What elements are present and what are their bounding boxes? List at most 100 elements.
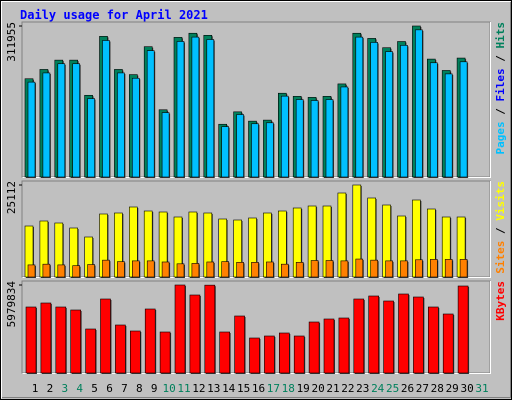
bar bbox=[42, 72, 51, 178]
bar bbox=[280, 95, 289, 178]
bar bbox=[117, 72, 125, 178]
bevel-dark bbox=[2, 2, 511, 398]
bar bbox=[174, 284, 186, 374]
bar bbox=[251, 123, 259, 178]
bar bbox=[370, 259, 379, 278]
bar bbox=[132, 260, 140, 278]
bar bbox=[234, 315, 245, 374]
side-label-part: Pages bbox=[494, 121, 507, 154]
bar bbox=[295, 262, 304, 278]
bar bbox=[85, 328, 96, 374]
bar bbox=[236, 262, 244, 278]
side-label-part: Hits bbox=[494, 22, 507, 49]
bar bbox=[191, 36, 200, 178]
side-label-part: / bbox=[494, 221, 507, 241]
x-tick-label: 7 bbox=[121, 382, 128, 395]
bar bbox=[325, 99, 334, 178]
bar bbox=[340, 86, 349, 178]
bar bbox=[130, 330, 141, 374]
bar bbox=[87, 98, 95, 178]
x-tick-label: 11 bbox=[177, 382, 190, 395]
x-tick-label: 18 bbox=[282, 382, 295, 395]
bar bbox=[400, 260, 408, 278]
bar bbox=[159, 331, 171, 374]
x-tick-label: 16 bbox=[252, 382, 265, 395]
x-tick-label: 22 bbox=[341, 382, 354, 395]
bar bbox=[338, 317, 350, 374]
bar bbox=[161, 261, 170, 278]
bar bbox=[442, 313, 454, 374]
bar bbox=[206, 261, 215, 278]
x-tick-label: 27 bbox=[416, 382, 429, 395]
bar bbox=[400, 45, 408, 178]
bar bbox=[191, 263, 200, 278]
bar bbox=[176, 41, 185, 178]
bar bbox=[370, 42, 379, 178]
bar bbox=[146, 260, 155, 278]
bar bbox=[427, 306, 439, 374]
bar bbox=[264, 335, 275, 374]
bar bbox=[115, 324, 126, 374]
side-label: KBytes bbox=[494, 281, 507, 321]
bar bbox=[429, 259, 438, 278]
x-tick-label: 29 bbox=[446, 382, 459, 395]
y-tick-label: 25112 bbox=[5, 181, 18, 214]
bar bbox=[55, 306, 67, 374]
bar bbox=[325, 260, 334, 278]
x-tick-label: 6 bbox=[106, 382, 113, 395]
side-label-part: / bbox=[494, 49, 507, 69]
bar bbox=[249, 337, 260, 374]
bar bbox=[27, 264, 36, 278]
x-tick-label: 17 bbox=[267, 382, 280, 395]
side-label-part: KBytes bbox=[494, 281, 507, 321]
x-tick-label: 15 bbox=[237, 382, 250, 395]
side-label-part: Files bbox=[494, 68, 507, 101]
x-tick-label: 10 bbox=[162, 382, 175, 395]
x-tick-label: 2 bbox=[47, 382, 54, 395]
bar bbox=[144, 308, 156, 374]
x-tick-label: 31 bbox=[475, 382, 488, 395]
y-tick-label: 5979834 bbox=[5, 281, 18, 328]
bar bbox=[266, 261, 274, 278]
bar bbox=[308, 321, 320, 374]
bar bbox=[310, 100, 319, 178]
x-tick-label: 21 bbox=[326, 382, 339, 395]
side-label: Pages / Files / Hits bbox=[494, 22, 507, 155]
bar bbox=[27, 81, 36, 178]
bar bbox=[221, 126, 229, 178]
bar bbox=[132, 77, 140, 178]
bar bbox=[415, 29, 423, 178]
bar bbox=[57, 63, 66, 178]
x-tick-label: 1 bbox=[32, 382, 39, 395]
bar bbox=[355, 258, 364, 278]
side-label: Sites / Visits bbox=[494, 181, 507, 274]
bar bbox=[385, 260, 393, 278]
x-tick-label: 3 bbox=[61, 382, 68, 395]
bar bbox=[444, 259, 453, 278]
x-tick-label: 8 bbox=[136, 382, 143, 395]
bar bbox=[219, 331, 230, 374]
bar bbox=[206, 39, 215, 178]
x-tick-label: 19 bbox=[297, 382, 310, 395]
bar bbox=[340, 260, 349, 278]
bar bbox=[204, 284, 216, 374]
bar bbox=[161, 112, 170, 178]
bar bbox=[72, 63, 80, 178]
bar bbox=[278, 332, 290, 374]
bar bbox=[444, 73, 453, 178]
bar bbox=[385, 51, 393, 178]
bar bbox=[355, 36, 364, 178]
bar bbox=[429, 62, 438, 178]
bar bbox=[102, 40, 110, 178]
bar bbox=[280, 263, 289, 278]
bar bbox=[221, 261, 229, 278]
bar bbox=[459, 61, 468, 178]
bar bbox=[42, 263, 51, 278]
bar bbox=[415, 259, 423, 278]
x-tick-label: 13 bbox=[207, 382, 220, 395]
x-tick-label: 26 bbox=[401, 382, 414, 395]
bar bbox=[146, 50, 155, 178]
